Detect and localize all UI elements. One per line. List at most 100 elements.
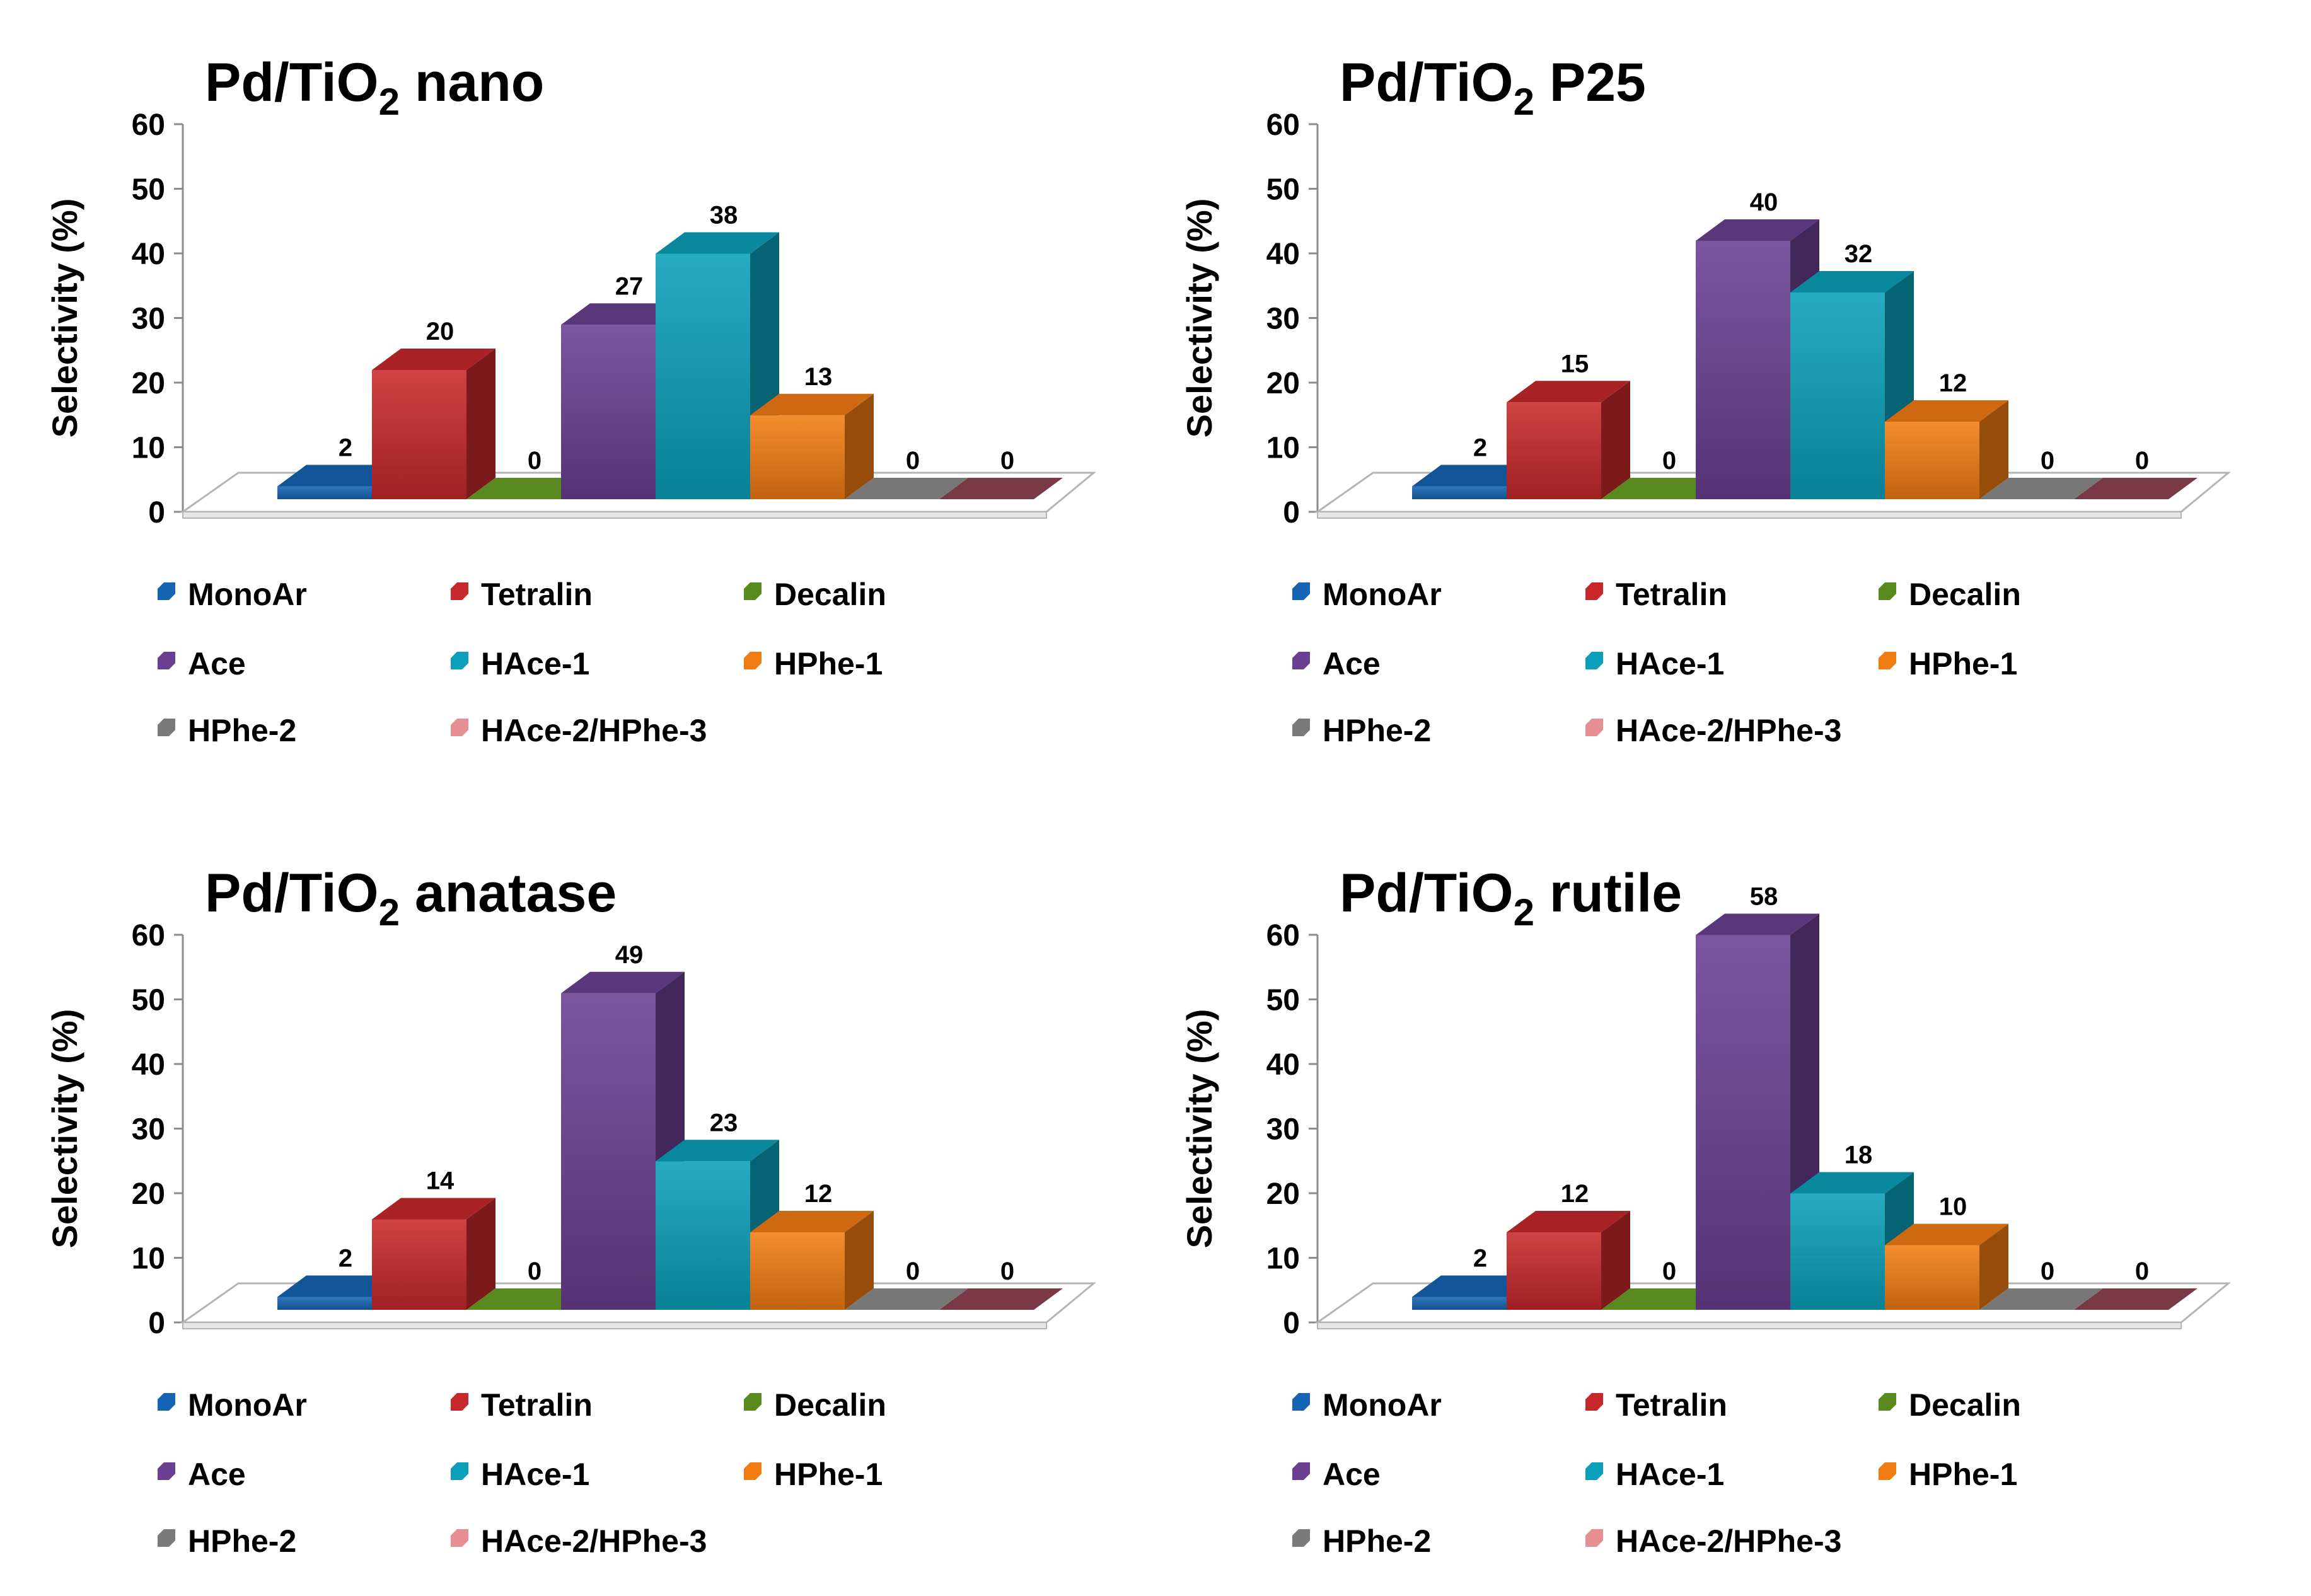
legend-label: HPhe-2 — [188, 1524, 296, 1559]
data-label-hphe-2: 0 — [906, 1258, 920, 1285]
legend-item-hace-2-hphe-3: HAce-2/HPhe-3 — [451, 1524, 707, 1559]
legend-item-decalin: Decalin — [1879, 1387, 2021, 1423]
legend-label: Ace — [1323, 1457, 1381, 1492]
bar-top-face — [1696, 913, 1819, 935]
legend-label: HAce-2/HPhe-3 — [481, 713, 707, 748]
y-tick-label: 40 — [1266, 1048, 1300, 1082]
chart-title-suffix: nano — [400, 52, 544, 113]
legend-swatch — [1585, 1393, 1603, 1411]
y-tick-label: 30 — [132, 303, 165, 336]
bar-top-face — [1507, 381, 1630, 403]
bar-zero-slab — [1601, 478, 1725, 499]
legend-swatch — [451, 652, 468, 669]
bar-front-face — [1507, 402, 1601, 499]
legend-item-tetralin: Tetralin — [451, 1387, 593, 1423]
bar-top-face — [1507, 1211, 1630, 1232]
legend-swatch — [158, 1529, 175, 1547]
bar-front-face — [561, 993, 656, 1310]
data-label-tetralin: 12 — [1561, 1180, 1589, 1208]
legend-swatch — [1585, 1462, 1603, 1480]
data-label-hace-1: 32 — [1845, 240, 1873, 268]
legend-label: MonoAr — [1323, 577, 1442, 612]
bar-hphe-1 — [750, 1211, 874, 1310]
bar-front-face — [277, 486, 372, 499]
legend-label: Ace — [1323, 646, 1381, 681]
bar-top-face — [1696, 219, 1819, 241]
bar-zero-slab — [939, 478, 1063, 499]
data-label-tetralin: 15 — [1561, 350, 1589, 378]
legend-swatch — [744, 582, 762, 600]
y-tick-label: 60 — [132, 919, 165, 952]
y-tick-label: 30 — [1266, 303, 1300, 336]
y-tick-label: 0 — [148, 496, 165, 529]
legend-swatch — [451, 582, 468, 600]
y-tick-label: 30 — [132, 1113, 165, 1147]
bar-zero-slab — [466, 478, 590, 499]
legend-item-ace: Ace — [1292, 646, 1381, 681]
legend-item-decalin: Decalin — [744, 1387, 886, 1423]
legend-swatch — [744, 652, 762, 669]
legend-label: HAce-2/HPhe-3 — [481, 1524, 707, 1559]
y-axis-label: Selectivity (%) — [45, 1009, 84, 1249]
data-label-hphe-2: 0 — [2041, 447, 2054, 475]
legend-label: Decalin — [774, 577, 886, 612]
data-label-hace-2-hphe-3: 0 — [1000, 1258, 1014, 1285]
legend-swatch — [1585, 582, 1603, 600]
chart-title-prefix: Pd/TiO — [1340, 863, 1514, 923]
bar-side-face — [845, 1211, 874, 1310]
bar-decalin — [1601, 1288, 1725, 1310]
chart-title: Pd/TiO2 anatase — [205, 863, 617, 934]
bar-side-face — [1979, 1223, 2008, 1310]
y-tick-label: 40 — [132, 1048, 165, 1082]
data-label-monoar: 2 — [339, 1245, 352, 1273]
legend-item-hace-2-hphe-3: HAce-2/HPhe-3 — [1585, 1524, 1841, 1559]
bar-side-face — [466, 1198, 495, 1310]
legend-item-decalin: Decalin — [1879, 577, 2021, 612]
legend-item-tetralin: Tetralin — [451, 577, 593, 612]
legend-label: HPhe-1 — [1909, 1457, 2017, 1492]
legend-item-hphe-1: HPhe-1 — [1879, 1457, 2017, 1492]
bar-monoar — [1412, 1275, 1536, 1310]
y-tick-label: 40 — [132, 238, 165, 271]
bar-hace-2-hphe-3 — [939, 478, 1063, 499]
bar-zero-slab — [939, 1288, 1063, 1310]
legend-label: HAce-1 — [481, 646, 589, 681]
bar-hphe-1 — [750, 393, 874, 499]
bar-front-face — [1696, 935, 1790, 1310]
bar-zero-slab — [1601, 1288, 1725, 1310]
data-label-tetralin: 20 — [426, 318, 455, 345]
data-label-decalin: 0 — [1662, 447, 1676, 475]
y-tick-label: 20 — [132, 1177, 165, 1211]
legend-item-monoar: MonoAr — [1292, 577, 1442, 612]
y-tick-label: 60 — [1266, 919, 1300, 952]
y-tick-label: 60 — [1266, 108, 1300, 142]
legend-swatch — [451, 1529, 468, 1547]
bar-top-face — [1790, 1172, 1914, 1194]
bar-front-face — [1790, 292, 1885, 499]
legend-label: MonoAr — [1323, 1387, 1442, 1423]
bar-tetralin — [372, 1198, 495, 1310]
data-label-hace-1: 18 — [1845, 1142, 1873, 1169]
data-label-hace-2-hphe-3: 0 — [2135, 447, 2149, 475]
bar-zero-slab — [2074, 478, 2198, 499]
y-tick-label: 50 — [1266, 984, 1300, 1017]
bar-front-face — [750, 415, 845, 499]
bar-hphe-2 — [845, 478, 968, 499]
legend-label: Decalin — [1909, 577, 2021, 612]
y-tick-label: 10 — [1266, 432, 1300, 465]
bar-front-face — [656, 1161, 750, 1310]
bar-front-face — [1696, 241, 1790, 499]
data-label-monoar: 2 — [1473, 1245, 1487, 1273]
y-tick-label: 20 — [132, 367, 165, 400]
bar-hace-2-hphe-3 — [2074, 478, 2198, 499]
legend-label: HPhe-2 — [188, 713, 296, 748]
legend-item-hphe-1: HPhe-1 — [1879, 646, 2017, 681]
data-label-hace-1: 23 — [710, 1109, 738, 1136]
chart-title-prefix: Pd/TiO — [205, 52, 379, 113]
data-label-hphe-1: 12 — [804, 1180, 833, 1208]
legend-swatch — [1879, 582, 1896, 600]
legend-item-hphe-2: HPhe-2 — [1292, 713, 1431, 748]
